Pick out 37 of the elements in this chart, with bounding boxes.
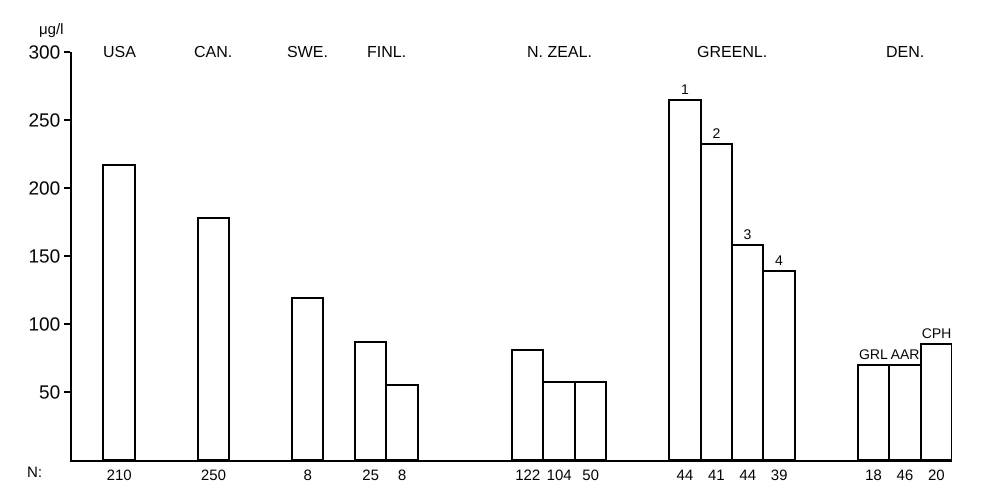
x-tick-label: 41 bbox=[708, 467, 725, 484]
annotation: FINL. bbox=[367, 44, 406, 61]
series-label: AAR bbox=[890, 346, 920, 362]
annotation: CAN. bbox=[194, 44, 232, 61]
text: N: bbox=[27, 464, 42, 481]
annotation: DEN. bbox=[886, 44, 924, 61]
x-tick-label: 8 bbox=[304, 467, 312, 484]
y-tick-label: 250 bbox=[28, 110, 60, 132]
x-tick-label: 250 bbox=[200, 467, 226, 484]
x-tick-label: 44 bbox=[739, 467, 756, 484]
series-label: CPH bbox=[922, 325, 952, 341]
y-axis-title: μg/l bbox=[39, 21, 64, 38]
y-tick-label: 50 bbox=[39, 382, 60, 404]
x-tick-label: 25 bbox=[362, 467, 379, 484]
x-tick-label: 104 bbox=[546, 467, 572, 484]
annotation: USA bbox=[103, 44, 136, 61]
series-label: 2 bbox=[712, 125, 720, 141]
annotation: SWE. bbox=[287, 44, 328, 61]
annotation: GREENL. bbox=[697, 44, 768, 61]
x-tick-label: 44 bbox=[676, 467, 694, 484]
y-tick-label: 200 bbox=[28, 178, 60, 200]
series-label: 4 bbox=[775, 252, 783, 268]
x-tick-label: 18 bbox=[865, 467, 882, 484]
y-tick-label: 100 bbox=[28, 314, 60, 336]
x-tick-label: 39 bbox=[770, 467, 788, 484]
x-tick-label: 20 bbox=[928, 467, 945, 484]
series-label: 3 bbox=[744, 226, 752, 242]
annotation: N. ZEAL. bbox=[527, 44, 592, 61]
series-label: 1 bbox=[681, 81, 689, 97]
y-tick-label: 150 bbox=[28, 246, 60, 268]
x-tick-label: 8 bbox=[398, 467, 406, 484]
x-tick-label: 210 bbox=[106, 467, 132, 484]
x-tick-label: 50 bbox=[582, 467, 599, 484]
x-tick-label: 46 bbox=[896, 467, 914, 484]
x-tick-label: 122 bbox=[515, 467, 540, 484]
y-tick-label: 300 bbox=[28, 42, 60, 64]
series-label: GRL bbox=[859, 346, 888, 362]
